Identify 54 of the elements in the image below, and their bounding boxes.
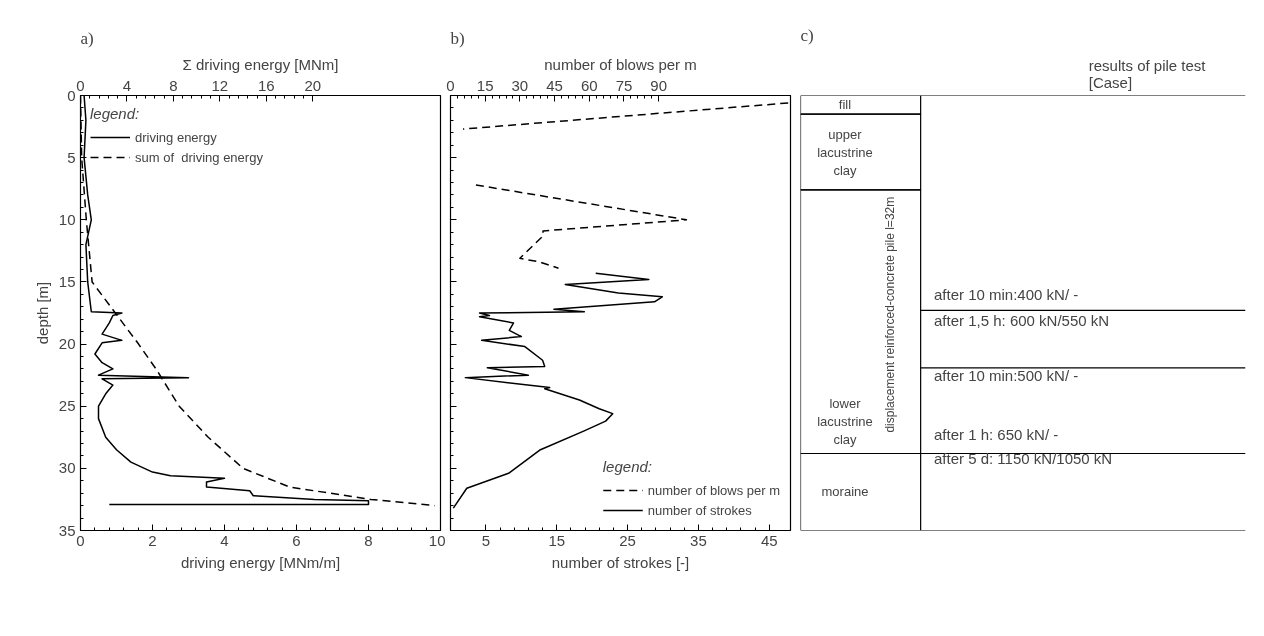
legend-title: legend: (90, 105, 141, 122)
x-tick-label: 25 (619, 531, 636, 549)
text: after 10 min:500 kN/ - (934, 366, 1079, 384)
text: results of pile test [Case] (1088, 56, 1207, 91)
x-tick-label: 8 (364, 531, 373, 549)
x2-tick-label: 90 (650, 76, 668, 94)
legend-label: driving energy (135, 129, 217, 145)
y-tick-label: 30 (58, 459, 76, 477)
text: after 1,5 h: 600 kN/550 kN (934, 311, 1110, 329)
y-tick-label: 5 (67, 148, 76, 166)
text: displacement reinforced-concrete pile l=32m (882, 196, 897, 433)
x2-tick-label: 60 (580, 76, 598, 94)
text: lower lacustrine clay (817, 396, 873, 448)
y-tick-label: 15 (58, 272, 76, 290)
x-tick-label: 10 (428, 531, 446, 549)
x2-tick-label: 12 (211, 76, 229, 94)
x2-tick-label: 75 (615, 76, 633, 94)
text: c) (800, 25, 814, 45)
y-tick-label: 10 (58, 210, 76, 228)
x2-tick-label: 8 (169, 76, 178, 94)
chart-title: b) (450, 28, 465, 48)
x-tick-label: 15 (548, 531, 566, 549)
y-tick-label: 25 (58, 397, 76, 415)
text: after 10 min:400 kN/ - (934, 285, 1079, 303)
x2-tick-label: 16 (257, 76, 275, 94)
x-tick-label: 5 (481, 531, 491, 549)
text: fill (838, 97, 852, 113)
x-axis-title: number of strokes [-] (551, 553, 690, 571)
x-tick-label: 2 (148, 531, 157, 549)
text: upper lacustrine clay (817, 126, 873, 178)
x2-tick-label: 0 (446, 76, 455, 94)
legend-title: legend: (602, 458, 653, 475)
y-axis-title: depth [m] (33, 281, 51, 345)
x2-tick-label: 45 (546, 76, 563, 94)
legend-label: number of strokes (647, 502, 752, 518)
y-tick-label: 20 (58, 335, 76, 353)
text: after 1 h: 650 kN/ - (934, 426, 1059, 444)
y-tick-label: 0 (67, 86, 76, 104)
text: after 5 d: 1150 kN/1050 kN (934, 449, 1113, 467)
x2-tick-label: 30 (511, 76, 529, 94)
x2-tick-label: 15 (476, 76, 494, 94)
x2-tick-label: 4 (122, 76, 132, 94)
x-tick-label: 4 (220, 531, 229, 549)
chart-title: a) (80, 28, 94, 48)
x2-tick-label: 20 (304, 76, 322, 94)
x-tick-label: 35 (690, 531, 707, 549)
legend-label: number of blows per m (647, 482, 780, 498)
x-axis-title: driving energy [MNm/m] (180, 553, 341, 571)
x2-axis-title: number of blows per m (544, 55, 697, 73)
x2-axis-title: Σ driving energy [MNm] (182, 55, 339, 73)
x-tick-label: 6 (292, 531, 301, 549)
legend-label: sum of driving energy (135, 149, 263, 165)
x-tick-label: 45 (760, 531, 778, 549)
text: moraine (821, 483, 869, 499)
